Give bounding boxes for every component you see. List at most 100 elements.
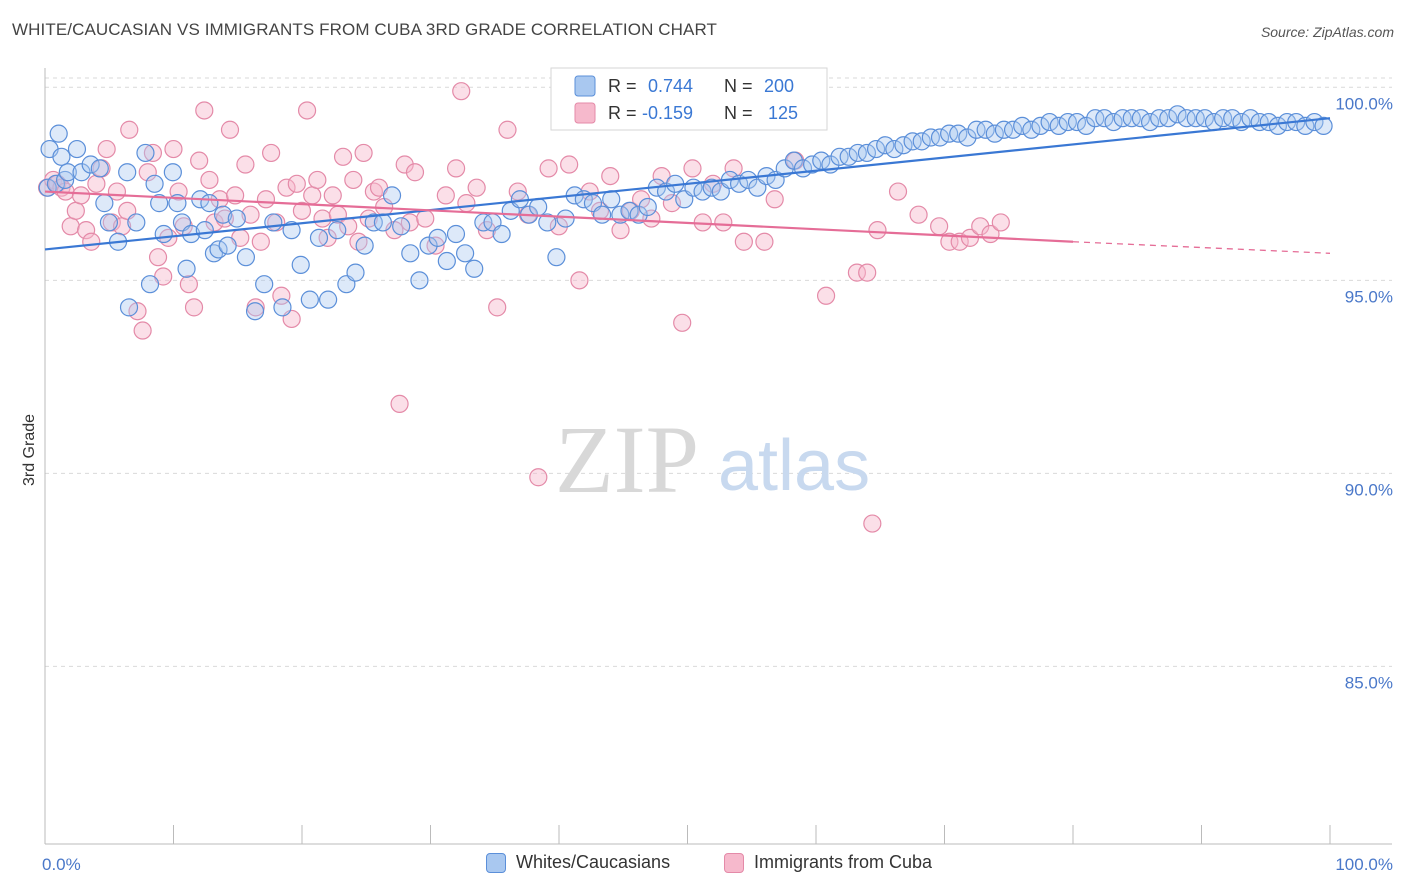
watermark: ZIP atlas — [555, 406, 870, 513]
whites-point — [1314, 116, 1333, 136]
cuba-point — [262, 143, 281, 163]
cuba-point — [333, 147, 353, 166]
legend-top-n-label: N = — [724, 103, 753, 123]
whites-point — [1131, 109, 1151, 128]
whites-point — [994, 120, 1014, 139]
whites-point — [930, 128, 950, 147]
whites-point — [556, 209, 575, 228]
whites-point — [1031, 116, 1050, 136]
cuba-point — [858, 263, 877, 282]
whites-point — [903, 132, 922, 151]
cuba-point — [179, 275, 198, 294]
cuba-point — [467, 178, 486, 197]
whites-point — [401, 244, 420, 263]
whites-point — [364, 213, 383, 232]
cuba-point — [138, 163, 157, 182]
cuba-point — [87, 174, 106, 193]
chart-title: WHITE/CAUCASIAN VS IMMIGRANTS FROM CUBA … — [12, 20, 718, 39]
whites-point — [885, 139, 904, 159]
whites-point — [1104, 112, 1123, 132]
whites-point — [1223, 109, 1242, 128]
legend-bottom: Whites/Caucasians Immigrants from Cuba — [0, 852, 1406, 878]
cuba-point — [734, 232, 753, 251]
whites-point — [848, 143, 867, 163]
watermark-atlas: atlas — [718, 426, 870, 506]
whites-point — [264, 213, 283, 232]
whites-point — [857, 143, 877, 163]
cuba-point — [344, 170, 363, 190]
whites-point — [967, 120, 986, 139]
whites-point — [1003, 120, 1023, 139]
y-tick-label: 100.0% — [1335, 94, 1393, 113]
whites-point — [866, 139, 886, 159]
whites-point — [830, 147, 849, 166]
whites-point — [1259, 112, 1278, 132]
trend-lines — [44, 117, 1331, 254]
whites-point — [177, 259, 196, 278]
whites-point — [127, 213, 146, 232]
cuba-point — [673, 313, 692, 332]
whites-point — [1268, 116, 1288, 136]
cuba-point — [539, 159, 558, 178]
whites-point — [150, 194, 169, 213]
whites-point — [346, 263, 365, 282]
cuba-point — [868, 221, 887, 240]
watermark-zip: ZIP — [555, 406, 699, 513]
whites-point — [1122, 109, 1141, 128]
whites-point — [1067, 112, 1087, 132]
whites-point — [547, 248, 566, 267]
whites-point — [803, 155, 822, 174]
whites-point — [876, 136, 895, 155]
whites-point — [72, 163, 91, 182]
cuba-point — [529, 468, 548, 487]
whites-point — [1095, 109, 1114, 128]
cuba-point — [354, 143, 373, 163]
whites-point — [702, 178, 721, 197]
legend-item-whites: Whites/Caucasians — [486, 852, 670, 873]
whites-point — [638, 197, 657, 217]
whites-point — [328, 221, 347, 240]
whites-point — [90, 159, 109, 178]
whites-point — [592, 205, 612, 224]
whites-point — [1214, 109, 1233, 128]
whites-point — [99, 213, 119, 232]
legend-item-cuba: Immigrants from Cuba — [724, 852, 932, 873]
whites-point — [894, 136, 913, 155]
cuba-point — [120, 120, 139, 139]
cuba-point — [184, 298, 204, 317]
cuba-point — [570, 271, 589, 290]
axes-layer: 85.0% 90.0% 95.0% 100.0% 0.0% 100.0% — [42, 68, 1393, 874]
whites-point — [1086, 109, 1105, 128]
legend-top-r-label: R = — [608, 76, 637, 96]
whites-point — [419, 236, 438, 255]
cuba-point — [256, 190, 276, 209]
series-whites-caucasians — [38, 105, 1333, 321]
whites-point — [218, 236, 237, 255]
whites-point — [538, 213, 557, 232]
cuba-point — [77, 221, 96, 240]
whites-point — [154, 224, 173, 244]
cuba-point — [498, 120, 517, 139]
cuba-point — [297, 101, 317, 120]
whites-point — [921, 128, 940, 147]
whites-point — [119, 298, 139, 317]
legend-top-blue-swatch — [574, 75, 596, 97]
whites-point — [49, 124, 68, 143]
cuba-point — [683, 159, 702, 178]
cuba-point — [195, 101, 214, 120]
cuba-point — [82, 232, 101, 251]
whites-point — [67, 139, 87, 159]
whites-point — [392, 217, 411, 236]
legend-top-r-value: -0.159 — [642, 103, 693, 123]
whites-point — [1168, 105, 1187, 124]
whites-point — [291, 255, 310, 274]
cuba-point — [991, 213, 1010, 232]
source-credit: Source: ZipAtlas.com — [1260, 24, 1394, 40]
whites-point — [319, 290, 338, 309]
cuba-point — [847, 263, 867, 282]
whites-point — [949, 124, 968, 143]
whites-point — [1195, 109, 1214, 128]
whites-point — [1058, 112, 1077, 132]
whites-point — [629, 205, 648, 224]
